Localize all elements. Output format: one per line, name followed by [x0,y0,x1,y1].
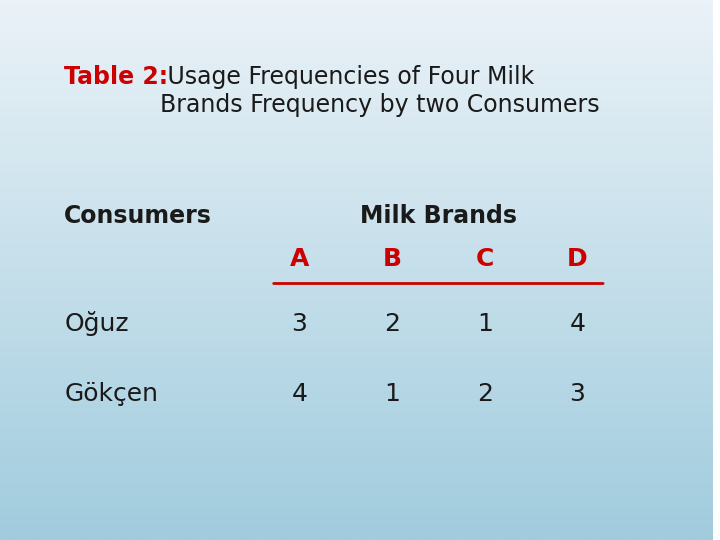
Text: Usage Frequencies of Four Milk
Brands Frequency by two Consumers: Usage Frequencies of Four Milk Brands Fr… [161,65,600,117]
Text: D: D [567,247,588,271]
Text: Milk Brands: Milk Brands [360,204,517,228]
Text: C: C [475,247,494,271]
Text: 3: 3 [570,382,585,406]
Text: Gökçen: Gökçen [64,382,158,406]
Text: 3: 3 [292,312,307,336]
Text: Oğuz: Oğuz [64,312,129,336]
Text: Consumers: Consumers [64,204,212,228]
Text: 4: 4 [292,382,307,406]
Text: 1: 1 [477,312,492,336]
Text: B: B [382,247,402,271]
Text: 2: 2 [384,312,400,336]
Text: 1: 1 [384,382,400,406]
Text: Table 2:: Table 2: [64,65,168,89]
Text: A: A [289,247,309,271]
Text: 2: 2 [477,382,492,406]
Text: 4: 4 [570,312,585,336]
